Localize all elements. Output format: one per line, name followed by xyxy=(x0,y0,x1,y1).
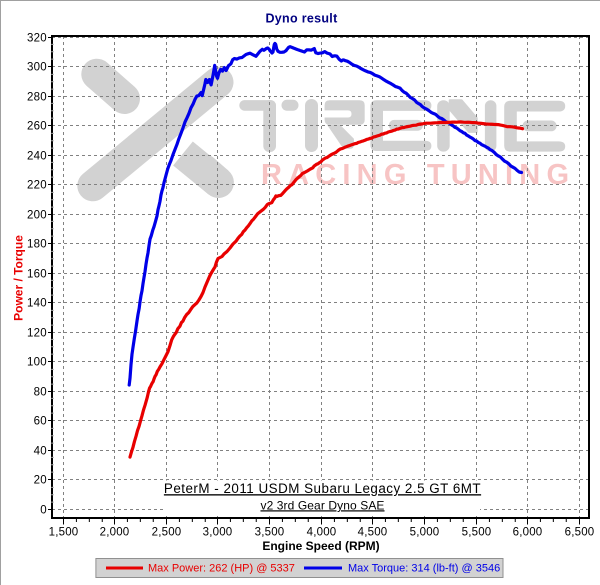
svg-text:Max Torque: 314 (lb-ft) @ 3546: Max Torque: 314 (lb-ft) @ 3546 xyxy=(348,563,500,575)
svg-text:280: 280 xyxy=(27,92,47,104)
svg-text:RACING TUNING: RACING TUNING xyxy=(261,159,575,191)
svg-text:160: 160 xyxy=(27,269,47,281)
svg-text:Dyno result: Dyno result xyxy=(265,12,338,26)
svg-text:320: 320 xyxy=(27,33,47,45)
svg-text:120: 120 xyxy=(27,328,47,340)
svg-text:260: 260 xyxy=(27,121,47,133)
svg-text:40: 40 xyxy=(34,446,47,458)
svg-text:20: 20 xyxy=(34,475,47,487)
svg-text:Engine Speed (RPM): Engine Speed (RPM) xyxy=(262,539,379,553)
svg-text:200: 200 xyxy=(27,210,47,222)
svg-text:60: 60 xyxy=(34,416,47,428)
svg-text:140: 140 xyxy=(27,298,47,310)
svg-text:2,500: 2,500 xyxy=(152,527,182,539)
svg-text:100: 100 xyxy=(27,357,47,369)
svg-text:240: 240 xyxy=(27,151,47,163)
svg-text:1,500: 1,500 xyxy=(49,527,79,539)
svg-text:4,000: 4,000 xyxy=(307,527,337,539)
svg-text:5,500: 5,500 xyxy=(462,527,492,539)
svg-text:3,000: 3,000 xyxy=(203,527,233,539)
svg-text:80: 80 xyxy=(34,387,47,399)
svg-text:180: 180 xyxy=(27,239,47,251)
svg-text:2,000: 2,000 xyxy=(100,527,130,539)
svg-text:v2 3rd Gear Dyno SAE: v2 3rd Gear Dyno SAE xyxy=(260,498,384,512)
svg-text:6,000: 6,000 xyxy=(513,527,543,539)
svg-text:4,500: 4,500 xyxy=(358,527,388,539)
svg-text:Power / Torque: Power / Torque xyxy=(11,235,25,321)
svg-text:6,500: 6,500 xyxy=(565,527,595,539)
svg-text:PeterM - 2011 USDM Subaru Lega: PeterM - 2011 USDM Subaru Legacy 2.5 GT … xyxy=(164,481,481,496)
svg-text:3,500: 3,500 xyxy=(255,527,285,539)
svg-text:220: 220 xyxy=(27,180,47,192)
svg-text:5,000: 5,000 xyxy=(410,527,440,539)
svg-text:Max Power: 262 (HP) @ 5337: Max Power: 262 (HP) @ 5337 xyxy=(148,563,295,575)
svg-text:0: 0 xyxy=(40,505,47,517)
svg-text:300: 300 xyxy=(27,62,47,74)
